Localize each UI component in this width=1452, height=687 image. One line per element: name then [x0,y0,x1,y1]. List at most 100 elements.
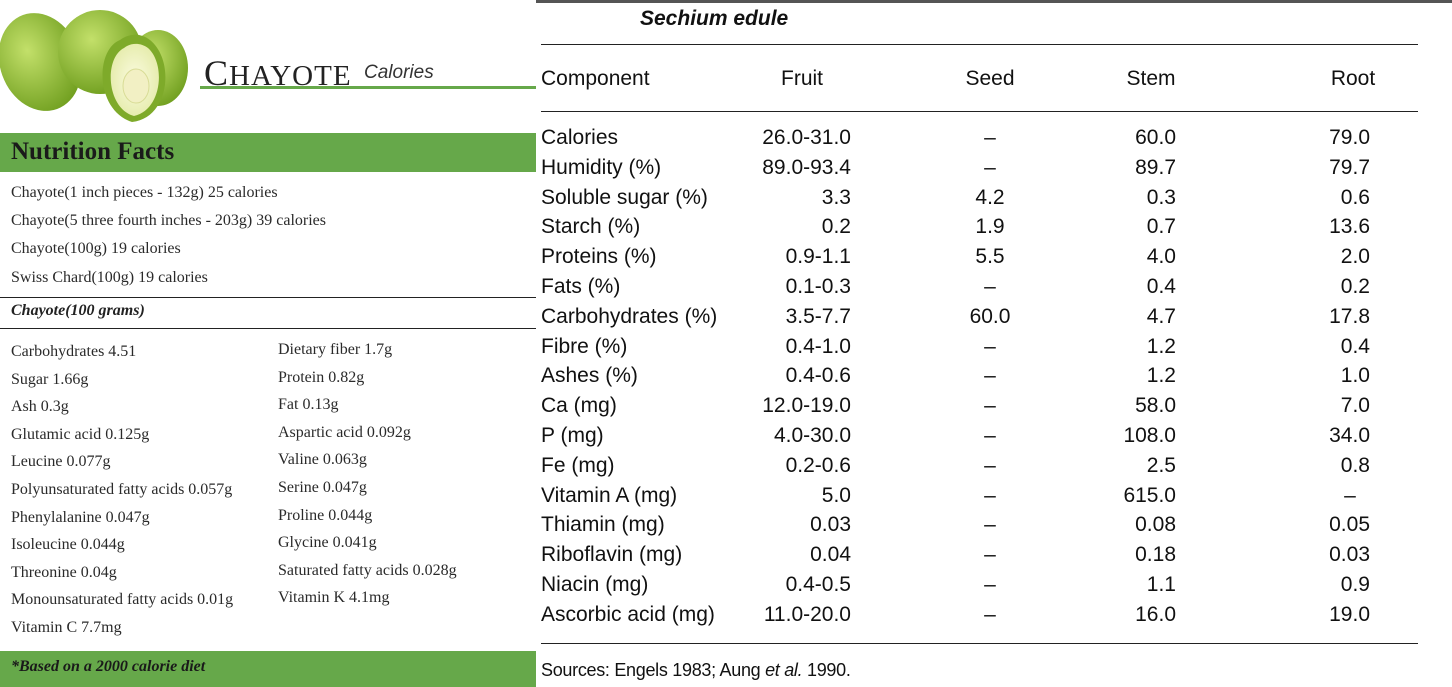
cell: 4.0-30.0 [773,424,851,447]
column-header: Component [541,67,650,90]
nutrient: Saturated fatty acids 0.028g [278,561,457,579]
nutrient: Threonine 0.04g [11,563,117,581]
cell: 5.5 [975,245,1005,269]
cell: – [984,453,996,477]
cell: 58.0 [1135,394,1176,418]
cell: – [984,364,996,388]
row-label: Proteins (%) [541,245,657,269]
cell: 11.0-20.0 [763,602,851,626]
rule [541,44,1418,45]
nutrient: Ash 0.3g [11,398,69,416]
cell: – [984,155,996,179]
nutrient: Sugar 1.66g [11,370,89,388]
nutrient: Isoleucine 0.044g [11,536,125,554]
rule [541,111,1418,112]
nutrient: Vitamin C 7.7mg [11,619,122,636]
cell: 0.4-0.6 [785,364,851,388]
top-edge [536,0,1452,3]
row-label: Calories [541,126,619,149]
cell: 1.2 [1146,364,1176,388]
row-label: Ascorbic acid (mg) [541,602,715,626]
column-header: Seed [965,67,1015,90]
cell: 0.03 [1329,543,1370,567]
nutrient: Fat 0.13g [278,396,339,414]
sources-italic: et al. [765,660,803,680]
cell: 26.0-31.0 [762,126,851,149]
cell: 5.0 [821,483,851,507]
brand-subtitle: Calories [364,62,434,83]
nutrient: Glycine 0.041g [278,534,377,552]
nutrient: Dietary fiber 1.7g [278,341,393,358]
cell: – [984,483,996,507]
cell: 89.7 [1135,155,1176,179]
cell: – [984,334,996,358]
calorie-line: Chayote(100g) 19 calories [11,240,181,258]
cell: – [1344,483,1356,507]
cell: 0.2-0.6 [785,453,851,477]
row-label: Ca (mg) [541,394,617,418]
nutrient: Proline 0.044g [278,506,373,524]
cell: 0.9 [1340,573,1370,596]
nutrient: Valine 0.063g [278,451,367,469]
table-title: Sechium edule [640,7,789,30]
cell: 17.8 [1329,304,1370,328]
heading: Nutrition Facts [11,138,175,165]
cell: – [984,543,996,567]
cell: 0.3 [1146,185,1176,209]
row-label: Soluble sugar (%) [541,185,708,209]
cell: – [984,573,996,596]
calorie-line: Swiss Chard(100g) 19 calories [11,268,208,286]
nutrient: Serine 0.047g [278,479,367,496]
cell: 0.05 [1329,513,1370,537]
column-header: Root [1330,67,1376,90]
cell: 79.7 [1329,155,1370,179]
cell: – [984,602,996,626]
divider [0,297,536,298]
cell: 0.9-1.1 [785,245,851,269]
cell: 0.4 [1340,334,1370,358]
rule [541,643,1418,644]
cell: 79.0 [1329,126,1370,149]
cell: 3.3 [821,185,851,209]
cell: 0.08 [1135,513,1176,537]
cell: 0.4-1.0 [785,334,851,358]
row-label: Fibre (%) [541,334,628,358]
cell: 2.5 [1146,453,1176,477]
cell: 1.9 [975,215,1005,239]
row-label: Ashes (%) [541,364,638,388]
cell: 1.0 [1340,364,1370,388]
nutrient: Protein 0.82g [278,368,365,386]
cell: – [984,513,996,537]
row-label: Riboflavin (mg) [541,543,683,567]
nutrient: Carbohydrates 4.51 [11,343,137,360]
cell: 60.0 [969,304,1011,328]
cell: 0.7 [1146,215,1176,239]
cell: 0.04 [810,543,851,567]
row-label: Starch (%) [541,215,641,239]
cell: 0.4-0.5 [785,573,851,596]
cell: 34.0 [1329,424,1370,447]
row-label: Thiamin (mg) [541,513,665,537]
cell: 0.8 [1340,453,1370,477]
cell: 16.0 [1135,602,1176,626]
nutrient: Polyunsaturated fatty acids 0.057g [11,481,233,498]
cell: – [984,424,996,447]
footer: *Based on a 2000 calorie diet [11,658,206,675]
cell: 3.5-7.7 [785,304,851,328]
cell: 0.18 [1135,543,1176,567]
footer-bar [0,651,536,687]
divider [0,328,536,329]
cell: 60.0 [1135,126,1176,149]
brand-underline [200,86,536,89]
chayote-image [0,10,188,122]
cell: 1.1 [1146,573,1176,596]
cell: – [984,126,996,149]
cell: 0.6 [1340,185,1370,209]
nutrient: Glutamic acid 0.125g [11,425,150,443]
row-label: Humidity (%) [541,155,662,179]
nutrient: Phenylalanine 0.047g [11,508,150,526]
row-label: Fe (mg) [541,453,615,477]
heading-bar [0,133,536,172]
nutrient: Aspartic acid 0.092g [278,423,411,441]
